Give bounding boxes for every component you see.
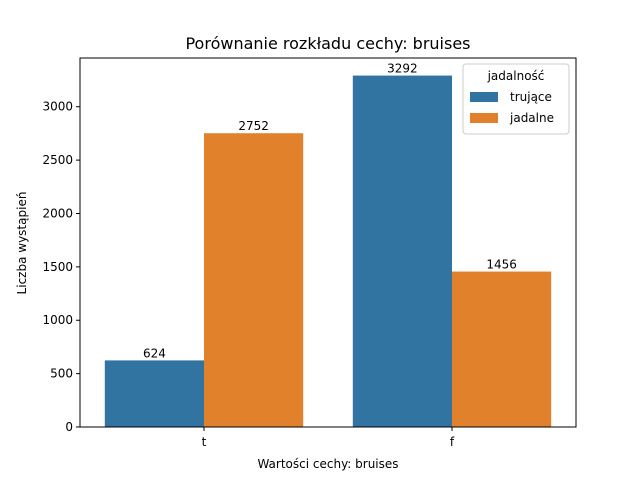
y-tick-label-3000: 3000 [42,100,73,114]
bar-t-jadalne [204,133,304,427]
data-labels-layer: 624 2752 3292 1456 [143,62,517,361]
y-tick-label-0: 0 [65,420,73,434]
legend-label-trujące: trujące [510,90,552,104]
legend-swatch-jadalne [470,113,498,123]
legend-title: jadalność [487,69,545,83]
data-label-t-trujące: 624 [143,346,166,360]
bars-layer [104,75,552,427]
legend: jadalność trujące jadalne [462,63,570,135]
x-axis-label: Wartości cechy: bruises [257,457,398,471]
chart-title: Porównanie rozkładu cechy: bruises [185,34,470,53]
data-label-t-jadalne: 2752 [238,119,269,133]
y-axis-label: Liczba wystąpień [15,192,29,295]
x-tick-label-t: t [202,435,207,449]
axes-layer [79,57,577,428]
x-tick-label-f: f [450,435,455,449]
y-tick-label-2500: 2500 [42,153,73,167]
ticks-layer: t f 0 500 1000 1500 2000 2500 3000 [42,100,454,449]
bar-f-trujące [352,75,452,427]
bar-t-trujące [104,360,204,427]
bar-f-jadalne [452,271,552,427]
y-tick-label-1000: 1000 [42,313,73,327]
data-label-f-jadalne: 1456 [486,258,517,272]
y-tick-label-2000: 2000 [42,206,73,220]
y-tick-label-1500: 1500 [42,260,73,274]
legend-label-jadalne: jadalne [509,111,554,125]
data-label-f-trujące: 3292 [387,62,418,76]
y-tick-label-500: 500 [50,367,73,381]
legend-items: trujące jadalne [470,90,554,125]
plot-frame [79,57,577,428]
legend-swatch-trujące [470,92,498,102]
